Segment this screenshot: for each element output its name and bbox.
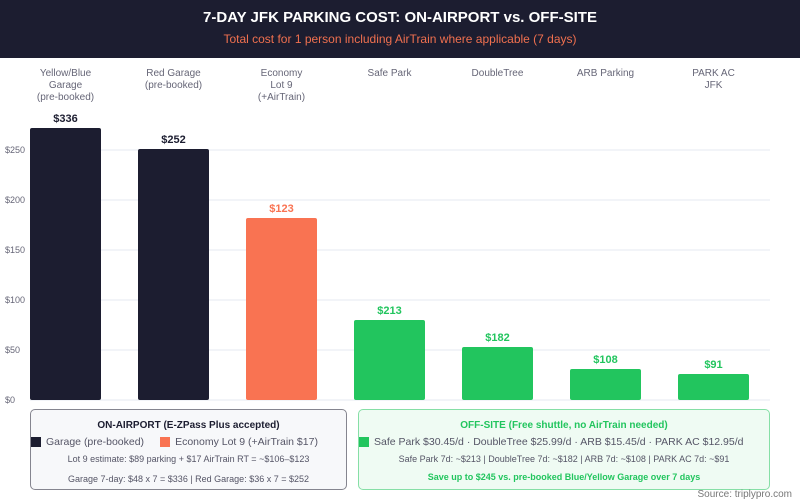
legend-item-lot9: Economy Lot 9 (+AirTrain $17) — [160, 436, 318, 448]
legend-item-offsite: Safe Park $30.45/d · DoubleTree $25.99/d… — [359, 436, 743, 448]
category-label: Red Garage — [146, 68, 201, 79]
swatch-icon — [31, 437, 41, 448]
bar — [354, 320, 425, 400]
legend-note: Garage 7-day: $48 x 7 = $336 | Red Garag… — [67, 474, 309, 484]
legend-on-airport: ON-AIRPORT (E-ZPass Plus accepted) Garag… — [30, 409, 347, 490]
bar — [570, 369, 641, 400]
header: 7-DAY JFK PARKING COST: ON-AIRPORT vs. O… — [0, 0, 800, 58]
chart-subtitle: Total cost for 1 person including AirTra… — [223, 32, 577, 46]
chart-title: 7-DAY JFK PARKING COST: ON-AIRPORT vs. O… — [203, 9, 597, 26]
data-label: $336 — [53, 113, 77, 125]
data-label: $213 — [377, 305, 401, 317]
legend-note: Lot 9 estimate: $89 parking + $17 AirTra… — [67, 454, 310, 464]
data-label: $182 — [485, 332, 509, 344]
data-label: $252 — [161, 134, 185, 146]
y-tick-label: $150 — [5, 245, 25, 255]
category-label: Safe Park — [368, 68, 413, 79]
category-label: (pre-booked) — [37, 92, 94, 103]
category-label: DoubleTree — [472, 68, 524, 79]
bar — [462, 347, 533, 400]
category-label: JFK — [705, 80, 723, 91]
data-label: $108 — [593, 354, 617, 366]
legend-label: Safe Park $30.45/d · DoubleTree $25.99/d… — [374, 436, 744, 448]
y-tick-label: $0 — [5, 395, 15, 405]
swatch-icon — [160, 437, 171, 448]
source-text: Source: triplypro.com — [697, 489, 792, 500]
legend-title: ON-AIRPORT (E-ZPass Plus accepted) — [97, 420, 280, 431]
category-label: Garage — [49, 80, 83, 91]
category-label: (+AirTrain) — [258, 92, 305, 103]
bar — [246, 218, 317, 400]
swatch-icon — [359, 437, 369, 448]
y-tick-label: $200 — [5, 195, 25, 205]
y-tick-label: $50 — [5, 345, 20, 355]
category-label: (pre-booked) — [145, 80, 202, 91]
legend-label: Garage (pre-booked) — [46, 436, 145, 448]
category-label: ARB Parking — [577, 68, 634, 79]
category-label: Economy — [261, 68, 303, 79]
legend-item-garage: Garage (pre-booked) — [31, 436, 144, 448]
category-label: PARK AC — [692, 68, 735, 79]
bar — [678, 374, 749, 400]
bar — [30, 128, 101, 400]
bar — [138, 149, 209, 400]
legend-label: Economy Lot 9 (+AirTrain $17) — [175, 436, 318, 448]
legend-note: Safe Park 7d: ~$213 | DoubleTree 7d: ~$1… — [398, 454, 730, 464]
category-label: Yellow/Blue — [40, 68, 92, 79]
data-label: $91 — [704, 359, 722, 371]
data-label: $123 — [269, 203, 293, 215]
y-tick-label: $250 — [5, 145, 25, 155]
legend-off-site: OFF-SITE (Free shuttle, no AirTrain need… — [358, 409, 770, 490]
savings-note: Save up to $245 vs. pre-booked Blue/Yell… — [427, 472, 701, 482]
legend-title: OFF-SITE (Free shuttle, no AirTrain need… — [460, 420, 668, 431]
category-label: Lot 9 — [270, 80, 293, 91]
y-tick-label: $100 — [5, 295, 25, 305]
